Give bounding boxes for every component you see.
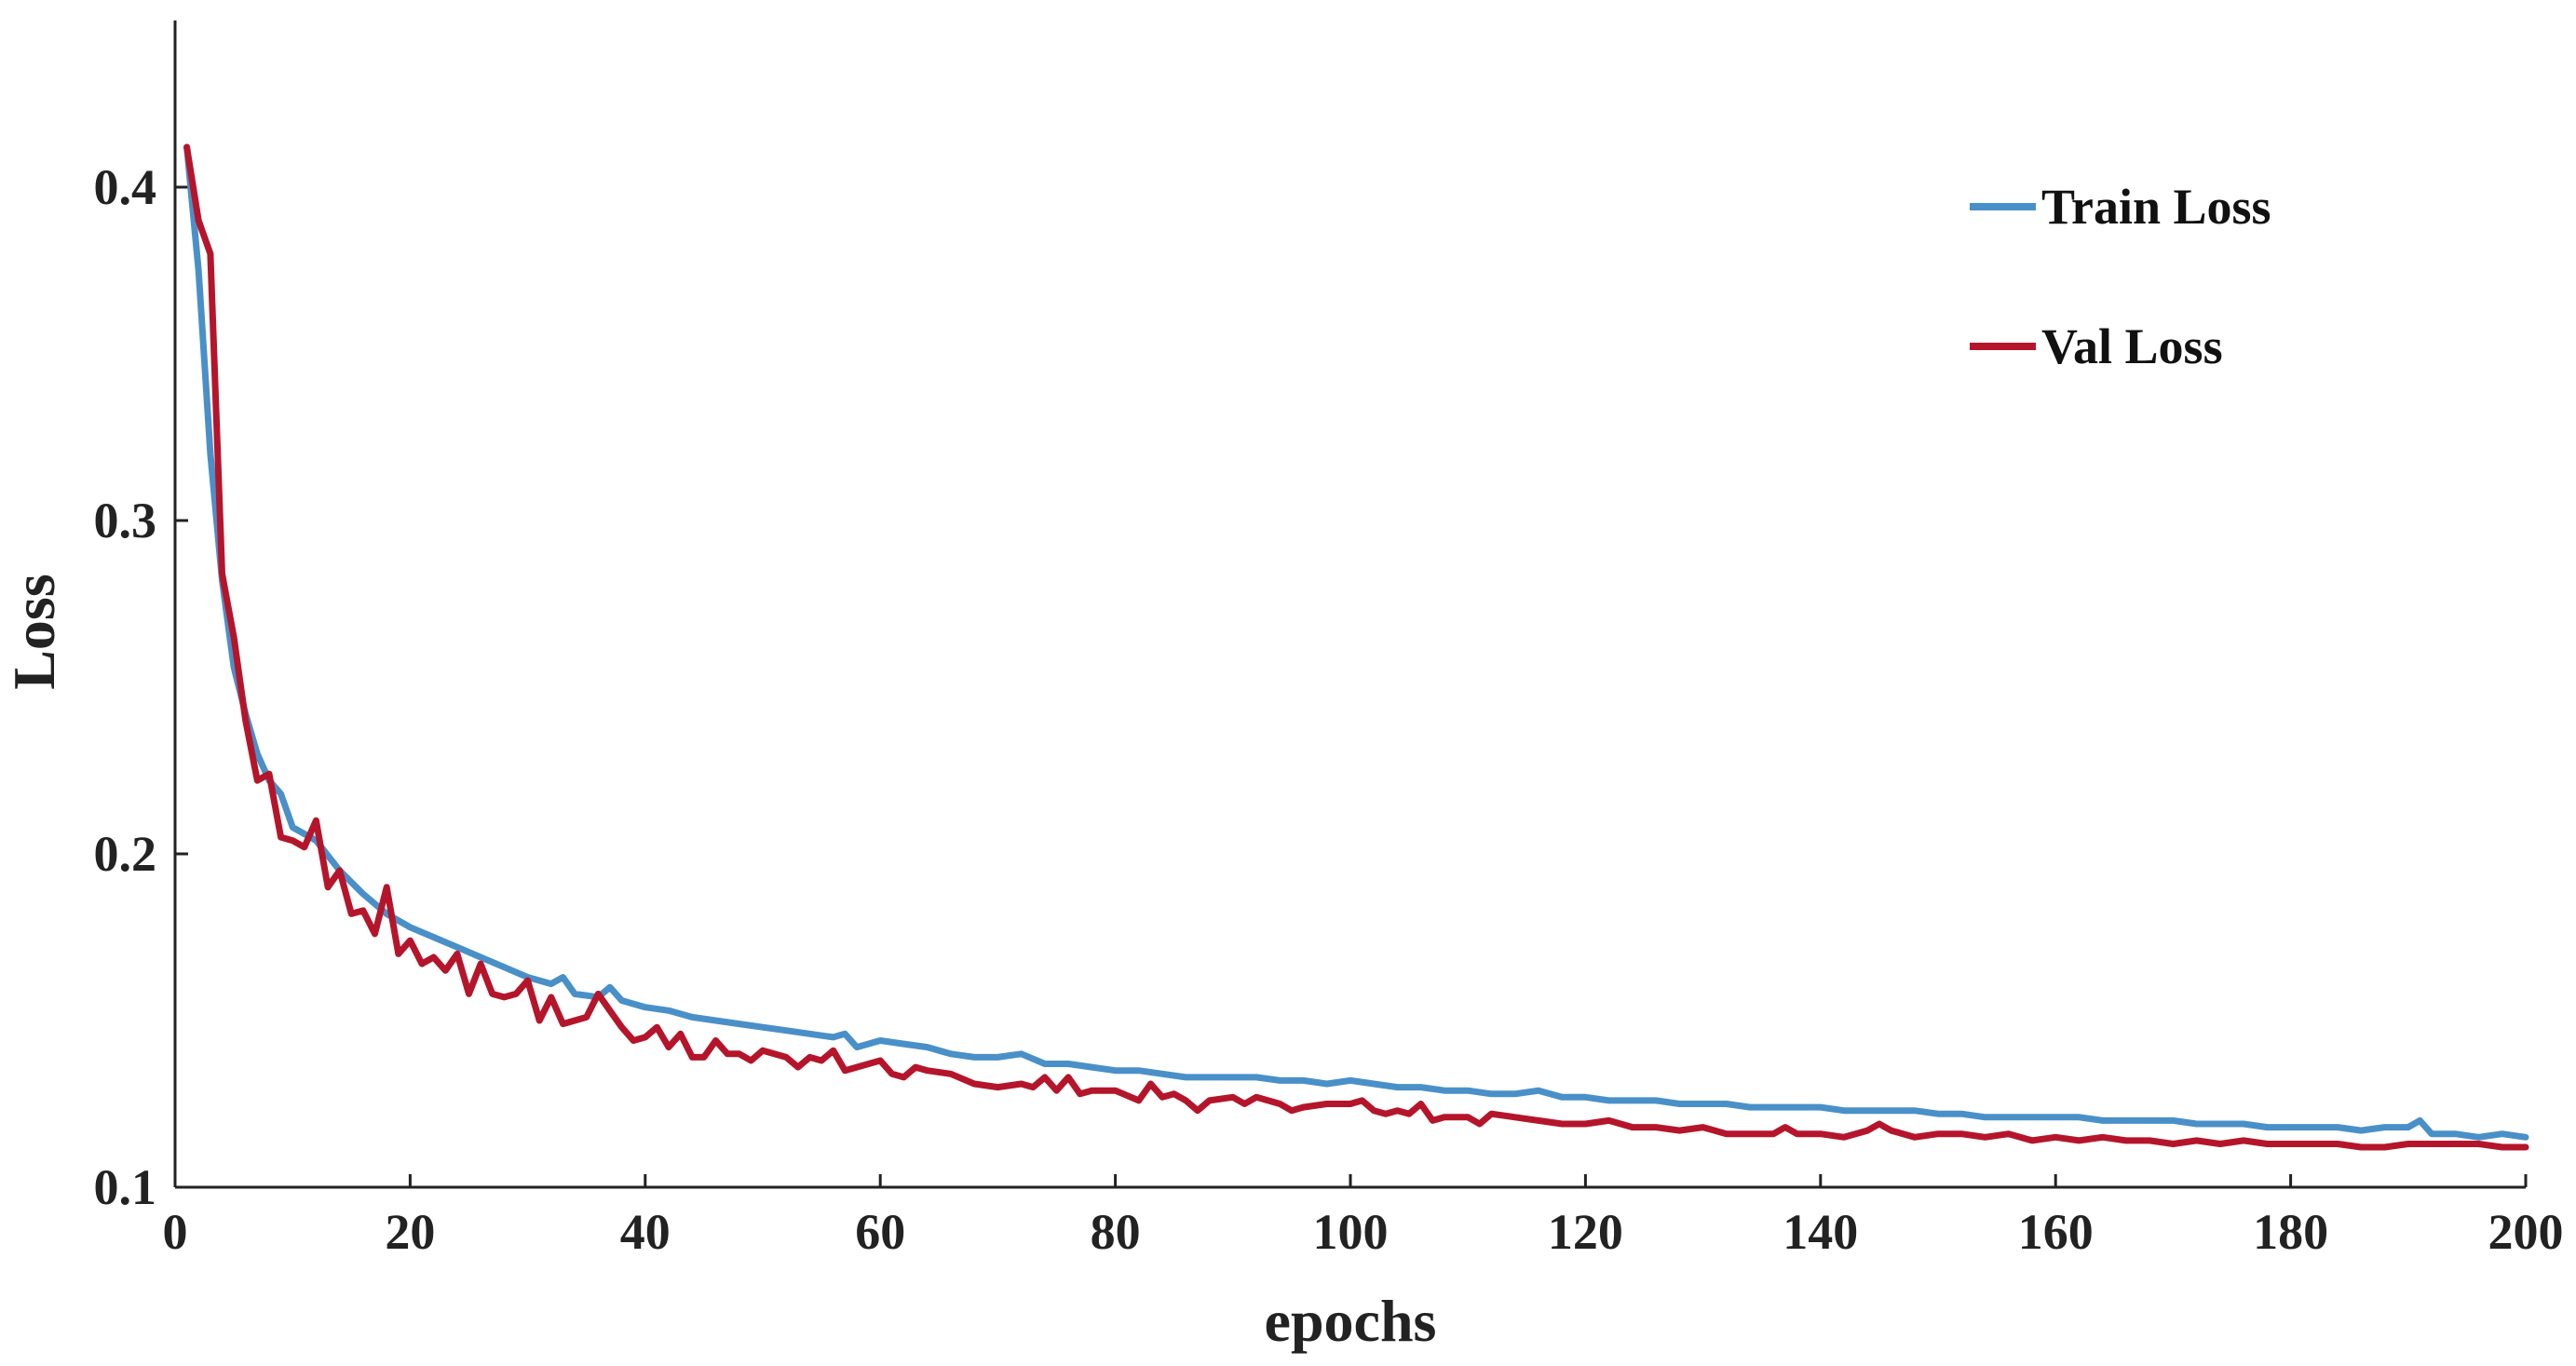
series-line-train-loss bbox=[183, 143, 2529, 1141]
x-tick-label: 60 bbox=[855, 1204, 905, 1260]
x-tick-label: 80 bbox=[1091, 1204, 1141, 1260]
x-tick-label: 180 bbox=[2253, 1204, 2328, 1260]
x-axis-label: epochs bbox=[1265, 1288, 1437, 1354]
y-tick-label: 0.1 bbox=[94, 1159, 157, 1215]
y-tick-label: 0.3 bbox=[94, 493, 157, 548]
legend: Train Loss Val Loss bbox=[1970, 179, 2271, 374]
x-tick-label: 160 bbox=[2018, 1204, 2094, 1260]
legend-item: Val Loss bbox=[1970, 318, 2223, 374]
y-axis-label: Loss bbox=[1, 574, 67, 690]
plot-area: 0 20 40 60 80 100 120 140 160 180 200 0.1 0.2 0.3 0.4 bbox=[94, 20, 2564, 1260]
legend-label: Val Loss bbox=[2041, 318, 2223, 374]
y-tick-label: 0.4 bbox=[94, 159, 157, 215]
x-tick-label: 140 bbox=[1783, 1204, 1858, 1260]
x-tick-label: 40 bbox=[620, 1204, 671, 1260]
y-tick-label: 0.2 bbox=[94, 826, 157, 882]
x-tick-label: 0 bbox=[163, 1204, 188, 1260]
legend-label: Train Loss bbox=[2041, 179, 2271, 235]
x-tick-label: 120 bbox=[1548, 1204, 1623, 1260]
series-line-val-loss bbox=[183, 143, 2529, 1151]
x-tick-label: 200 bbox=[2488, 1204, 2564, 1260]
x-ticks: 0 20 40 60 80 100 120 140 160 180 200 bbox=[163, 1174, 2564, 1260]
series-group bbox=[183, 143, 2529, 1151]
x-tick-label: 100 bbox=[1313, 1204, 1389, 1260]
y-ticks: 0.1 0.2 0.3 0.4 bbox=[94, 159, 188, 1215]
legend-item: Train Loss bbox=[1970, 179, 2271, 235]
x-tick-label: 20 bbox=[385, 1204, 435, 1260]
